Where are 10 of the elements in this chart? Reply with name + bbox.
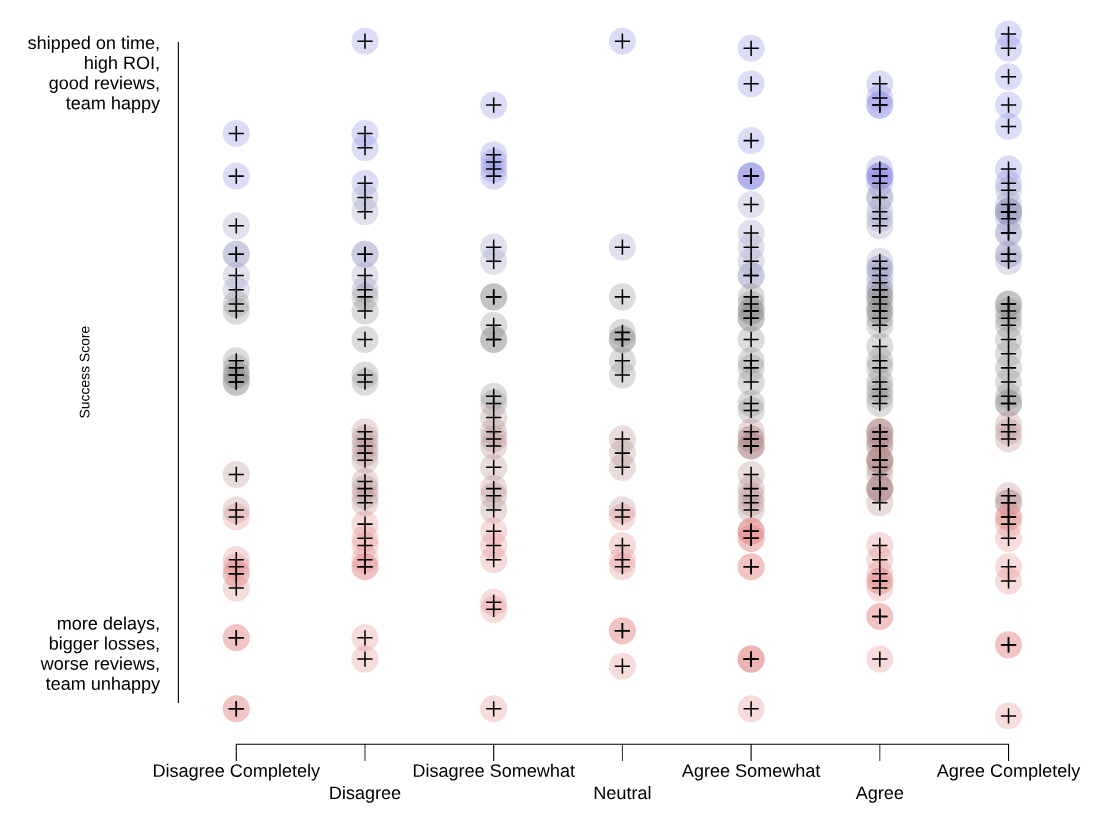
x-tick-label: Disagree xyxy=(330,785,401,803)
x-tick-label: Disagree Somewhat xyxy=(413,763,575,781)
text: shipped on time, high ROI, good reviews, team happy xyxy=(28,35,161,113)
x-tick-label: Disagree Completely xyxy=(153,763,321,781)
y-axis-title: Success Score xyxy=(79,326,90,418)
x-tick-label: Agree xyxy=(855,786,904,803)
x-tick-label: Neutral xyxy=(594,785,651,800)
x-tick-label: Agree Completely xyxy=(936,763,1081,781)
x-tick-label: Agree Somewhat xyxy=(681,763,821,781)
text: more delays, bigger losses, worse reviews, team unhappy xyxy=(40,616,161,694)
